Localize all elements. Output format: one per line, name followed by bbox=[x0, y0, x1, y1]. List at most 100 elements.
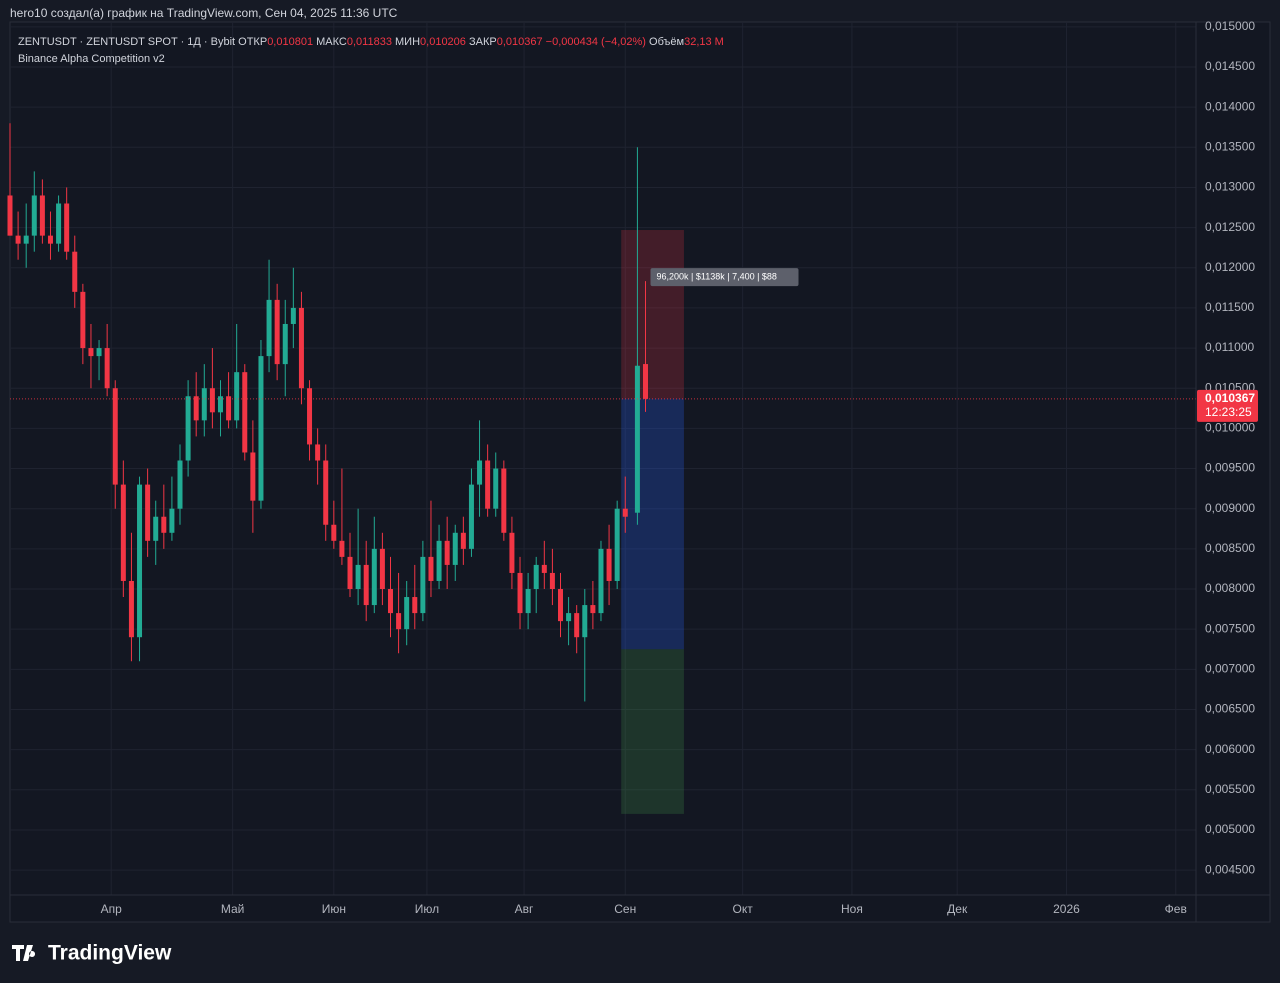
x-tick-label: Апр bbox=[101, 902, 123, 916]
y-tick-label: 0,005500 bbox=[1205, 782, 1255, 796]
y-tick-label: 0,008500 bbox=[1205, 541, 1255, 555]
x-tick-label: Сен bbox=[614, 902, 636, 916]
candle-body bbox=[404, 597, 410, 630]
y-tick-label: 0,012500 bbox=[1205, 220, 1255, 234]
candle-body bbox=[452, 532, 458, 565]
candle-body bbox=[347, 556, 353, 590]
x-tick-label: Июл bbox=[415, 902, 439, 916]
candle-body bbox=[234, 372, 240, 421]
candle-body bbox=[274, 299, 280, 365]
logo-text: TradingView bbox=[48, 942, 172, 965]
candle-body bbox=[557, 589, 563, 622]
candle-body bbox=[420, 556, 426, 614]
candle-body bbox=[201, 388, 207, 421]
y-tick-label: 0,008000 bbox=[1205, 581, 1255, 595]
position-zone bbox=[621, 649, 684, 814]
candle-body bbox=[501, 468, 507, 533]
open-value: 0,010801 bbox=[267, 36, 313, 48]
candle-body bbox=[266, 299, 272, 357]
candle-body bbox=[15, 235, 21, 244]
candle-body bbox=[622, 508, 628, 517]
y-tick-label: 0,015000 bbox=[1205, 19, 1255, 33]
candle-body bbox=[331, 524, 337, 541]
candle-body bbox=[307, 388, 313, 445]
candle-body bbox=[242, 372, 248, 453]
y-tick-label: 0,006500 bbox=[1205, 702, 1255, 716]
candle-body bbox=[23, 235, 29, 244]
volume-label: Объём bbox=[649, 36, 684, 48]
volume-value: 32,13 M bbox=[684, 36, 724, 48]
candle-body bbox=[541, 564, 547, 573]
candle-body bbox=[387, 589, 393, 614]
y-tick-label: 0,013500 bbox=[1205, 139, 1255, 153]
candle-body bbox=[323, 460, 329, 525]
candle-body bbox=[169, 508, 175, 533]
candle-body bbox=[533, 564, 539, 590]
candle-body bbox=[460, 532, 466, 549]
chart-frame bbox=[9, 21, 1271, 923]
x-tick-label: 2026 bbox=[1053, 902, 1080, 916]
close-label: ЗАКР bbox=[469, 36, 497, 48]
candle-body bbox=[643, 364, 649, 399]
candle-body bbox=[193, 396, 199, 421]
open-label: ОТКР bbox=[238, 36, 267, 48]
x-tick-label: Дек bbox=[947, 902, 968, 916]
candle-body bbox=[217, 396, 223, 413]
y-tick-label: 0,010000 bbox=[1205, 421, 1255, 435]
candle-body bbox=[379, 548, 385, 590]
candle-body bbox=[39, 195, 45, 236]
y-tick-label: 0,009000 bbox=[1205, 501, 1255, 515]
close-value: 0,010367 bbox=[497, 36, 543, 48]
y-tick-label: 0,009500 bbox=[1205, 461, 1255, 475]
x-tick-label: Ноя bbox=[841, 902, 863, 916]
position-zone bbox=[621, 230, 684, 399]
candle-body bbox=[153, 516, 159, 541]
candle-body bbox=[31, 195, 37, 236]
y-tick-label: 0,005000 bbox=[1205, 822, 1255, 836]
candle-body bbox=[428, 556, 434, 581]
candle-body bbox=[614, 508, 620, 581]
change: −0,000434 (−4,02%) bbox=[546, 36, 646, 48]
candle-body bbox=[634, 365, 640, 513]
candle-body bbox=[444, 540, 450, 565]
candle-body bbox=[436, 540, 442, 581]
candles: 96,200k | $1138k | 7,400 | $88 bbox=[7, 123, 1196, 702]
candle-body bbox=[250, 452, 256, 501]
high-label: МАКС bbox=[316, 36, 347, 48]
candle-body bbox=[477, 460, 483, 485]
y-tick-label: 0,011500 bbox=[1205, 300, 1254, 314]
candle-body bbox=[549, 572, 555, 590]
annotation-box bbox=[650, 268, 799, 287]
y-tick-label: 0,014500 bbox=[1205, 59, 1255, 73]
logo: TradingView bbox=[12, 942, 172, 965]
candle-body bbox=[185, 396, 191, 461]
y-tick-label: 0,014000 bbox=[1205, 99, 1255, 113]
candle-body bbox=[258, 356, 264, 501]
last-price-label: 0,010367 bbox=[1205, 391, 1255, 405]
position-tool bbox=[621, 230, 684, 814]
candle-body bbox=[315, 444, 321, 461]
annotation: 96,200k | $1138k | 7,400 | $88 bbox=[657, 272, 777, 282]
candle-body bbox=[120, 484, 126, 581]
x-tick-label: Май bbox=[221, 902, 245, 916]
candle-body bbox=[298, 307, 304, 389]
y-tick-label: 0,011000 bbox=[1205, 340, 1254, 354]
candle-body bbox=[493, 468, 499, 509]
x-tick-label: Фев bbox=[1165, 902, 1187, 916]
candle-body bbox=[590, 605, 596, 614]
candle-body bbox=[363, 564, 369, 606]
candle-body bbox=[161, 516, 167, 533]
axes: 0,004500 0,005000 0,005500 0,006000 0,006500… bbox=[101, 19, 1258, 916]
candle-body bbox=[468, 484, 474, 549]
x-tick-label: Авг bbox=[515, 902, 534, 916]
logo-icon bbox=[12, 945, 36, 961]
candle-body bbox=[517, 572, 523, 614]
caption: hero10 создал(а) график на TradingView.c… bbox=[10, 6, 398, 20]
y-tick-label: 0,013000 bbox=[1205, 180, 1255, 194]
candle-body bbox=[412, 597, 418, 614]
candle-body bbox=[137, 484, 143, 638]
candle-body bbox=[145, 484, 151, 541]
candle-body bbox=[582, 605, 588, 638]
candle-body bbox=[226, 396, 232, 421]
